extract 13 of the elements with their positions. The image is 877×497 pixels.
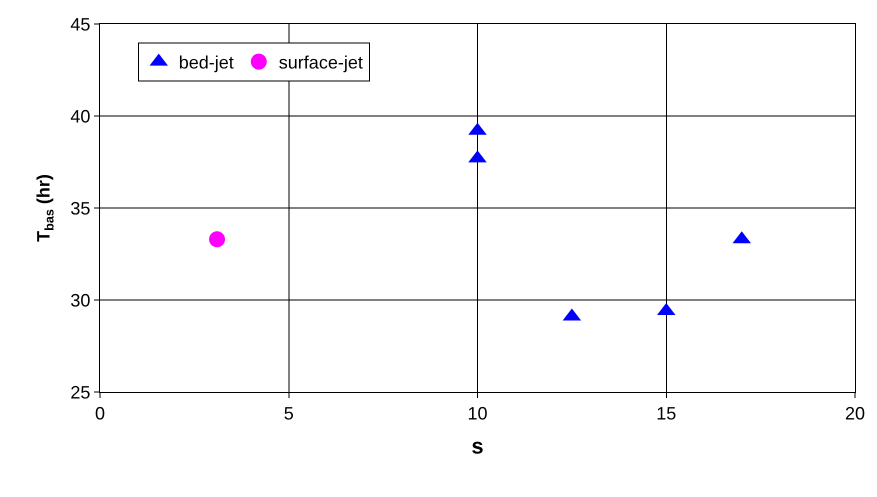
- x-tick-label: 20: [844, 404, 866, 424]
- x-tick-label: 15: [656, 404, 676, 424]
- x-axis-title: s: [471, 434, 484, 458]
- y-tick-label: 40: [70, 106, 90, 126]
- y-tick-label: 25: [70, 382, 90, 402]
- x-tick-label: 10: [467, 404, 488, 424]
- legend-label: bed-jet: [178, 52, 234, 73]
- x-tick-label: 0: [94, 404, 106, 424]
- legend-label: surface-jet: [278, 52, 363, 73]
- y-tick-label: 45: [70, 14, 90, 34]
- y-tick-label: 30: [70, 290, 90, 310]
- x-tick-label: 5: [284, 404, 294, 424]
- y-tick-label: 35: [70, 198, 90, 218]
